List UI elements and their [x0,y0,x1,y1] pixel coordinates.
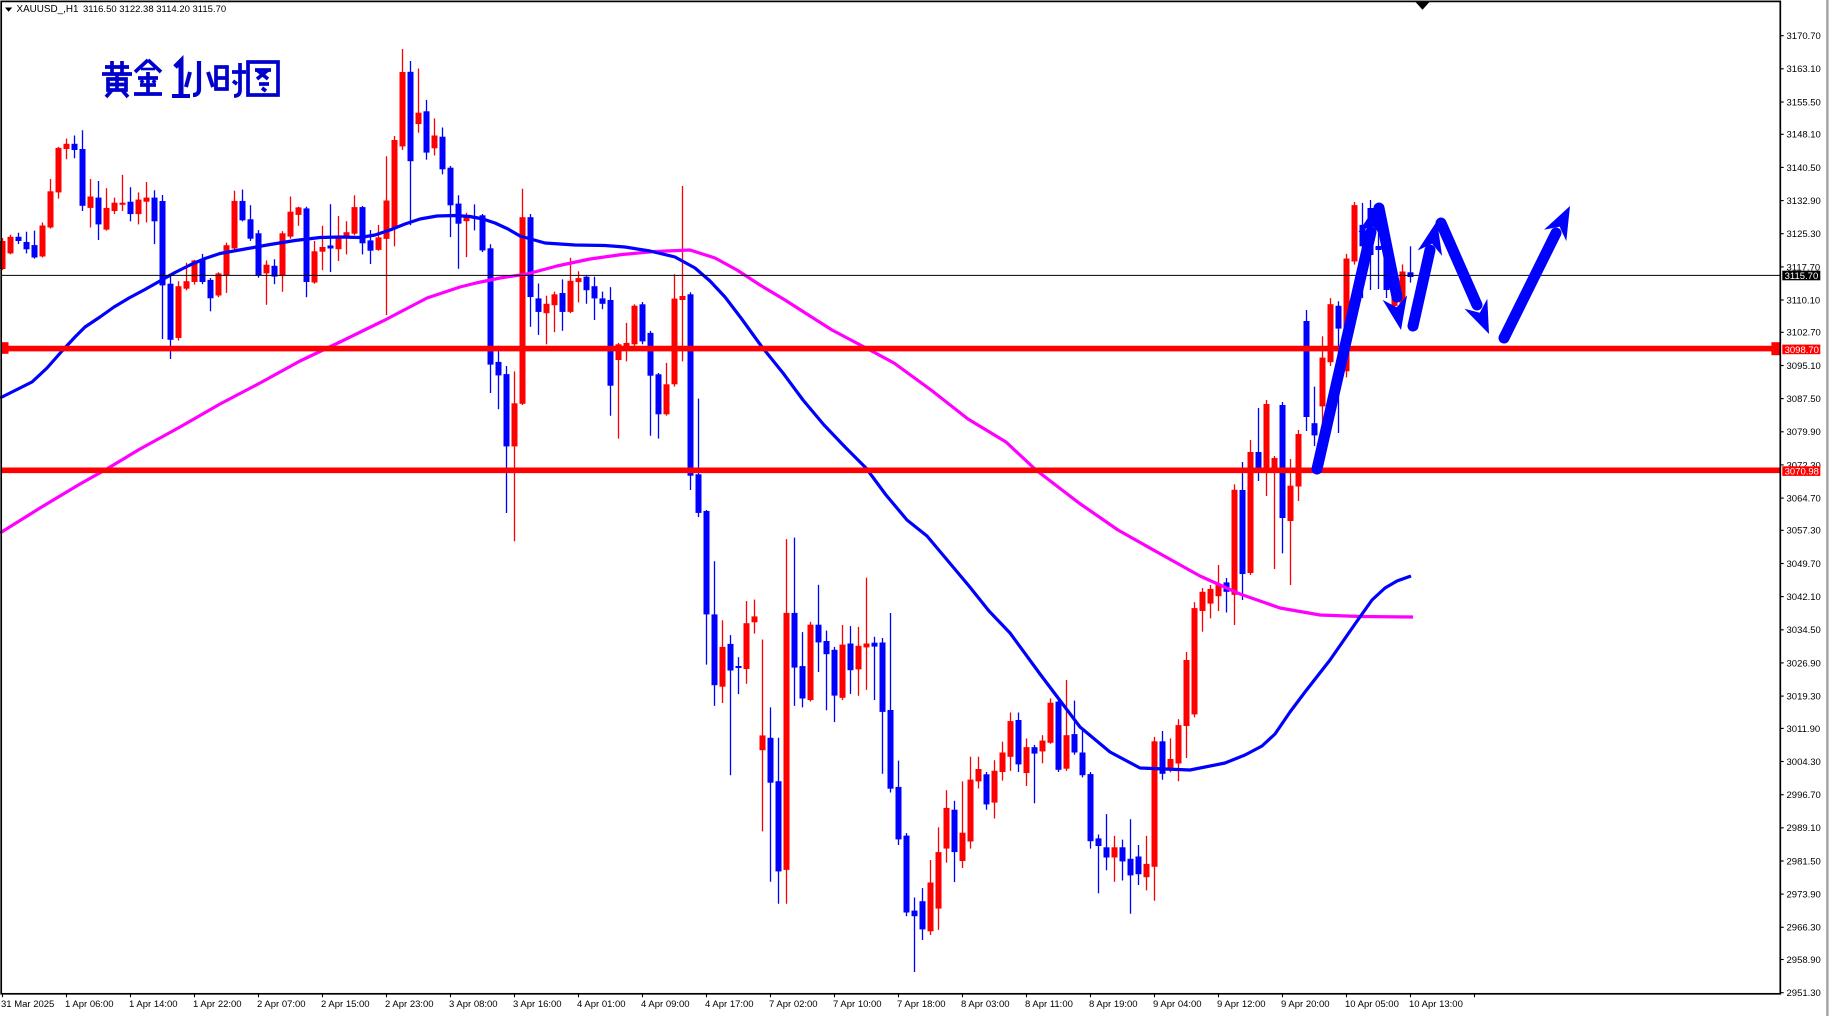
svg-text:3 Apr 08:00: 3 Apr 08:00 [449,999,498,1010]
svg-text:4 Apr 01:00: 4 Apr 01:00 [577,999,626,1010]
svg-text:3072.30: 3072.30 [1787,460,1821,471]
svg-text:3155.50: 3155.50 [1787,97,1821,108]
svg-text:10 Apr 13:00: 10 Apr 13:00 [1409,999,1463,1010]
svg-text:2 Apr 07:00: 2 Apr 07:00 [257,999,306,1010]
svg-text:2958.90: 2958.90 [1787,955,1821,966]
svg-text:3116.50 3122.38 3114.20 3115.7: 3116.50 3122.38 3114.20 3115.70 [83,4,226,15]
svg-text:4 Apr 17:00: 4 Apr 17:00 [705,999,754,1010]
svg-text:4 Apr 09:00: 4 Apr 09:00 [641,999,690,1010]
svg-text:2981.50: 2981.50 [1787,856,1821,867]
svg-text:XAUUSD_,H1: XAUUSD_,H1 [17,4,80,15]
svg-text:8 Apr 11:00: 8 Apr 11:00 [1025,999,1073,1010]
svg-text:3011.90: 3011.90 [1787,724,1821,735]
svg-text:3102.70: 3102.70 [1787,328,1821,339]
svg-text:7 Apr 02:00: 7 Apr 02:00 [769,999,818,1010]
svg-text:3042.10: 3042.10 [1787,592,1821,603]
svg-text:3057.30: 3057.30 [1787,526,1821,537]
svg-text:9 Apr 20:00: 9 Apr 20:00 [1281,999,1330,1010]
svg-text:3140.50: 3140.50 [1787,163,1821,174]
svg-text:3079.90: 3079.90 [1787,427,1821,438]
svg-text:3087.50: 3087.50 [1787,394,1821,405]
svg-text:3170.70: 3170.70 [1787,31,1821,42]
svg-text:3049.70: 3049.70 [1787,559,1821,570]
svg-text:2 Apr 23:00: 2 Apr 23:00 [385,999,434,1010]
svg-text:31 Mar 2025: 31 Mar 2025 [1,999,54,1010]
svg-text:3019.30: 3019.30 [1787,692,1821,703]
svg-text:1 Apr 22:00: 1 Apr 22:00 [193,999,242,1010]
svg-text:3117.70: 3117.70 [1787,262,1821,273]
svg-text:3034.50: 3034.50 [1787,625,1821,636]
svg-text:2 Apr 15:00: 2 Apr 15:00 [321,999,370,1010]
svg-text:3132.90: 3132.90 [1787,196,1821,207]
svg-text:3163.10: 3163.10 [1787,64,1821,75]
svg-text:3026.90: 3026.90 [1787,658,1821,669]
svg-text:9 Apr 04:00: 9 Apr 04:00 [1153,999,1202,1010]
svg-text:3095.10: 3095.10 [1787,361,1821,372]
svg-text:8 Apr 19:00: 8 Apr 19:00 [1089,999,1138,1010]
svg-text:2973.90: 2973.90 [1787,890,1821,901]
svg-text:3 Apr 16:00: 3 Apr 16:00 [513,999,562,1010]
svg-text:2996.70: 2996.70 [1787,790,1821,801]
svg-text:3148.10: 3148.10 [1787,130,1821,141]
svg-text:3115.70: 3115.70 [1785,271,1819,282]
svg-text:7 Apr 10:00: 7 Apr 10:00 [833,999,882,1010]
svg-text:2951.30: 2951.30 [1787,988,1821,999]
svg-text:10 Apr 05:00: 10 Apr 05:00 [1345,999,1399,1010]
svg-text:8 Apr 03:00: 8 Apr 03:00 [961,999,1010,1010]
svg-text:3125.30: 3125.30 [1787,229,1821,240]
svg-text:2989.10: 2989.10 [1787,823,1821,834]
svg-text:1 Apr 14:00: 1 Apr 14:00 [129,999,178,1010]
svg-text:3070.98: 3070.98 [1785,467,1819,478]
svg-text:1 Apr 06:00: 1 Apr 06:00 [65,999,114,1010]
svg-text:3064.70: 3064.70 [1787,494,1821,505]
svg-text:3098.70: 3098.70 [1785,345,1819,356]
svg-text:2966.30: 2966.30 [1787,923,1821,934]
svg-text:7 Apr 18:00: 7 Apr 18:00 [897,999,946,1010]
svg-text:3004.30: 3004.30 [1787,757,1821,768]
svg-text:9 Apr 12:00: 9 Apr 12:00 [1217,999,1266,1010]
svg-text:3110.10: 3110.10 [1787,295,1821,306]
